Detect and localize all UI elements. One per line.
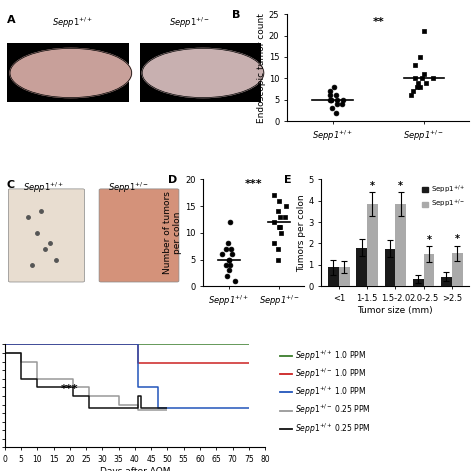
Text: *: * — [398, 181, 403, 191]
Bar — [424, 254, 434, 286]
Point — [429, 74, 437, 82]
Point — [219, 251, 226, 258]
X-axis label: Tumor size (mm): Tumor size (mm) — [357, 306, 433, 315]
Point — [420, 70, 428, 78]
FancyBboxPatch shape — [139, 43, 261, 102]
Text: A: A — [8, 15, 16, 25]
Text: **: ** — [372, 17, 384, 27]
Circle shape — [10, 49, 132, 97]
Point — [328, 105, 336, 112]
Text: D: D — [168, 175, 177, 185]
Circle shape — [142, 49, 264, 97]
Point — [277, 229, 285, 236]
Point — [276, 224, 283, 231]
Legend: Sepp1$^{+/+}$, Sepp1$^{+/-}$: Sepp1$^{+/+}$, Sepp1$^{+/-}$ — [419, 181, 468, 213]
Text: $Sepp1^{+/+}$: $Sepp1^{+/+}$ — [23, 180, 64, 195]
Legend: $Sepp1^{+/+}$ 1.0 PPM, $Sepp1^{+/-}$ 1.0 PPM, $Sepp1^{+/+}$ 1.0 PPM, $Sepp1^{+/-: $Sepp1^{+/+}$ 1.0 PPM, $Sepp1^{+/-}$ 1.0… — [280, 348, 371, 436]
Bar — [339, 267, 350, 286]
Point — [225, 256, 232, 263]
Bar — [452, 253, 463, 286]
Point — [411, 74, 419, 82]
Point — [270, 240, 278, 247]
Point — [326, 88, 333, 95]
Bar — [441, 276, 452, 286]
Point — [222, 261, 229, 268]
Point — [223, 272, 231, 279]
Point — [332, 92, 340, 99]
Point — [275, 197, 283, 204]
Bar — [413, 279, 424, 286]
Text: ***: *** — [61, 384, 79, 395]
Text: *: * — [370, 181, 375, 191]
Point — [225, 267, 233, 274]
Bar — [384, 249, 395, 286]
Bar — [328, 267, 339, 286]
Point — [231, 277, 238, 284]
Bar — [356, 248, 367, 286]
Point — [326, 92, 333, 99]
Point — [420, 27, 428, 35]
Text: $Sepp1^{+/-}$: $Sepp1^{+/-}$ — [108, 180, 149, 195]
Point — [227, 245, 235, 252]
Point — [276, 224, 284, 231]
Text: E: E — [284, 175, 292, 185]
FancyBboxPatch shape — [99, 189, 179, 282]
Text: *: * — [427, 235, 431, 245]
Point — [223, 245, 230, 252]
FancyBboxPatch shape — [9, 189, 84, 282]
Y-axis label: Tumors per colon: Tumors per colon — [297, 194, 306, 272]
Point — [226, 261, 234, 268]
Point — [327, 96, 335, 104]
Point — [281, 213, 289, 220]
Point — [411, 62, 419, 69]
Point — [416, 83, 424, 90]
Point — [330, 83, 338, 90]
Bar — [395, 204, 406, 286]
Point — [414, 79, 422, 86]
FancyBboxPatch shape — [8, 43, 129, 102]
Point — [327, 96, 335, 104]
X-axis label: Days after AOM: Days after AOM — [100, 467, 170, 471]
Text: $Sepp1^{+/-}$: $Sepp1^{+/-}$ — [169, 15, 210, 30]
Y-axis label: Number of tumors
per colon: Number of tumors per colon — [163, 191, 182, 274]
Point — [409, 88, 417, 95]
Point — [224, 240, 232, 247]
Point — [413, 83, 421, 90]
Text: $Sepp1^{+/+}$: $Sepp1^{+/+}$ — [52, 15, 93, 30]
Point — [225, 256, 232, 263]
Point — [332, 109, 339, 116]
Point — [408, 92, 415, 99]
Point — [276, 213, 283, 220]
Text: C: C — [7, 180, 15, 190]
Point — [334, 96, 341, 104]
Point — [274, 256, 282, 263]
Point — [227, 218, 234, 226]
Point — [417, 53, 424, 61]
Point — [274, 245, 282, 252]
Point — [339, 96, 346, 104]
Point — [270, 192, 278, 199]
Y-axis label: Endoscopic tumor count: Endoscopic tumor count — [257, 13, 266, 122]
Bar — [367, 204, 378, 286]
Point — [228, 251, 236, 258]
Point — [419, 74, 426, 82]
Text: B: B — [232, 10, 241, 20]
Point — [283, 202, 290, 210]
Text: *: * — [455, 235, 460, 244]
Text: ***: *** — [245, 179, 263, 189]
Point — [338, 100, 346, 108]
Point — [333, 100, 340, 108]
Point — [270, 218, 277, 226]
Point — [274, 208, 282, 215]
Point — [422, 79, 429, 86]
Point — [326, 96, 333, 104]
